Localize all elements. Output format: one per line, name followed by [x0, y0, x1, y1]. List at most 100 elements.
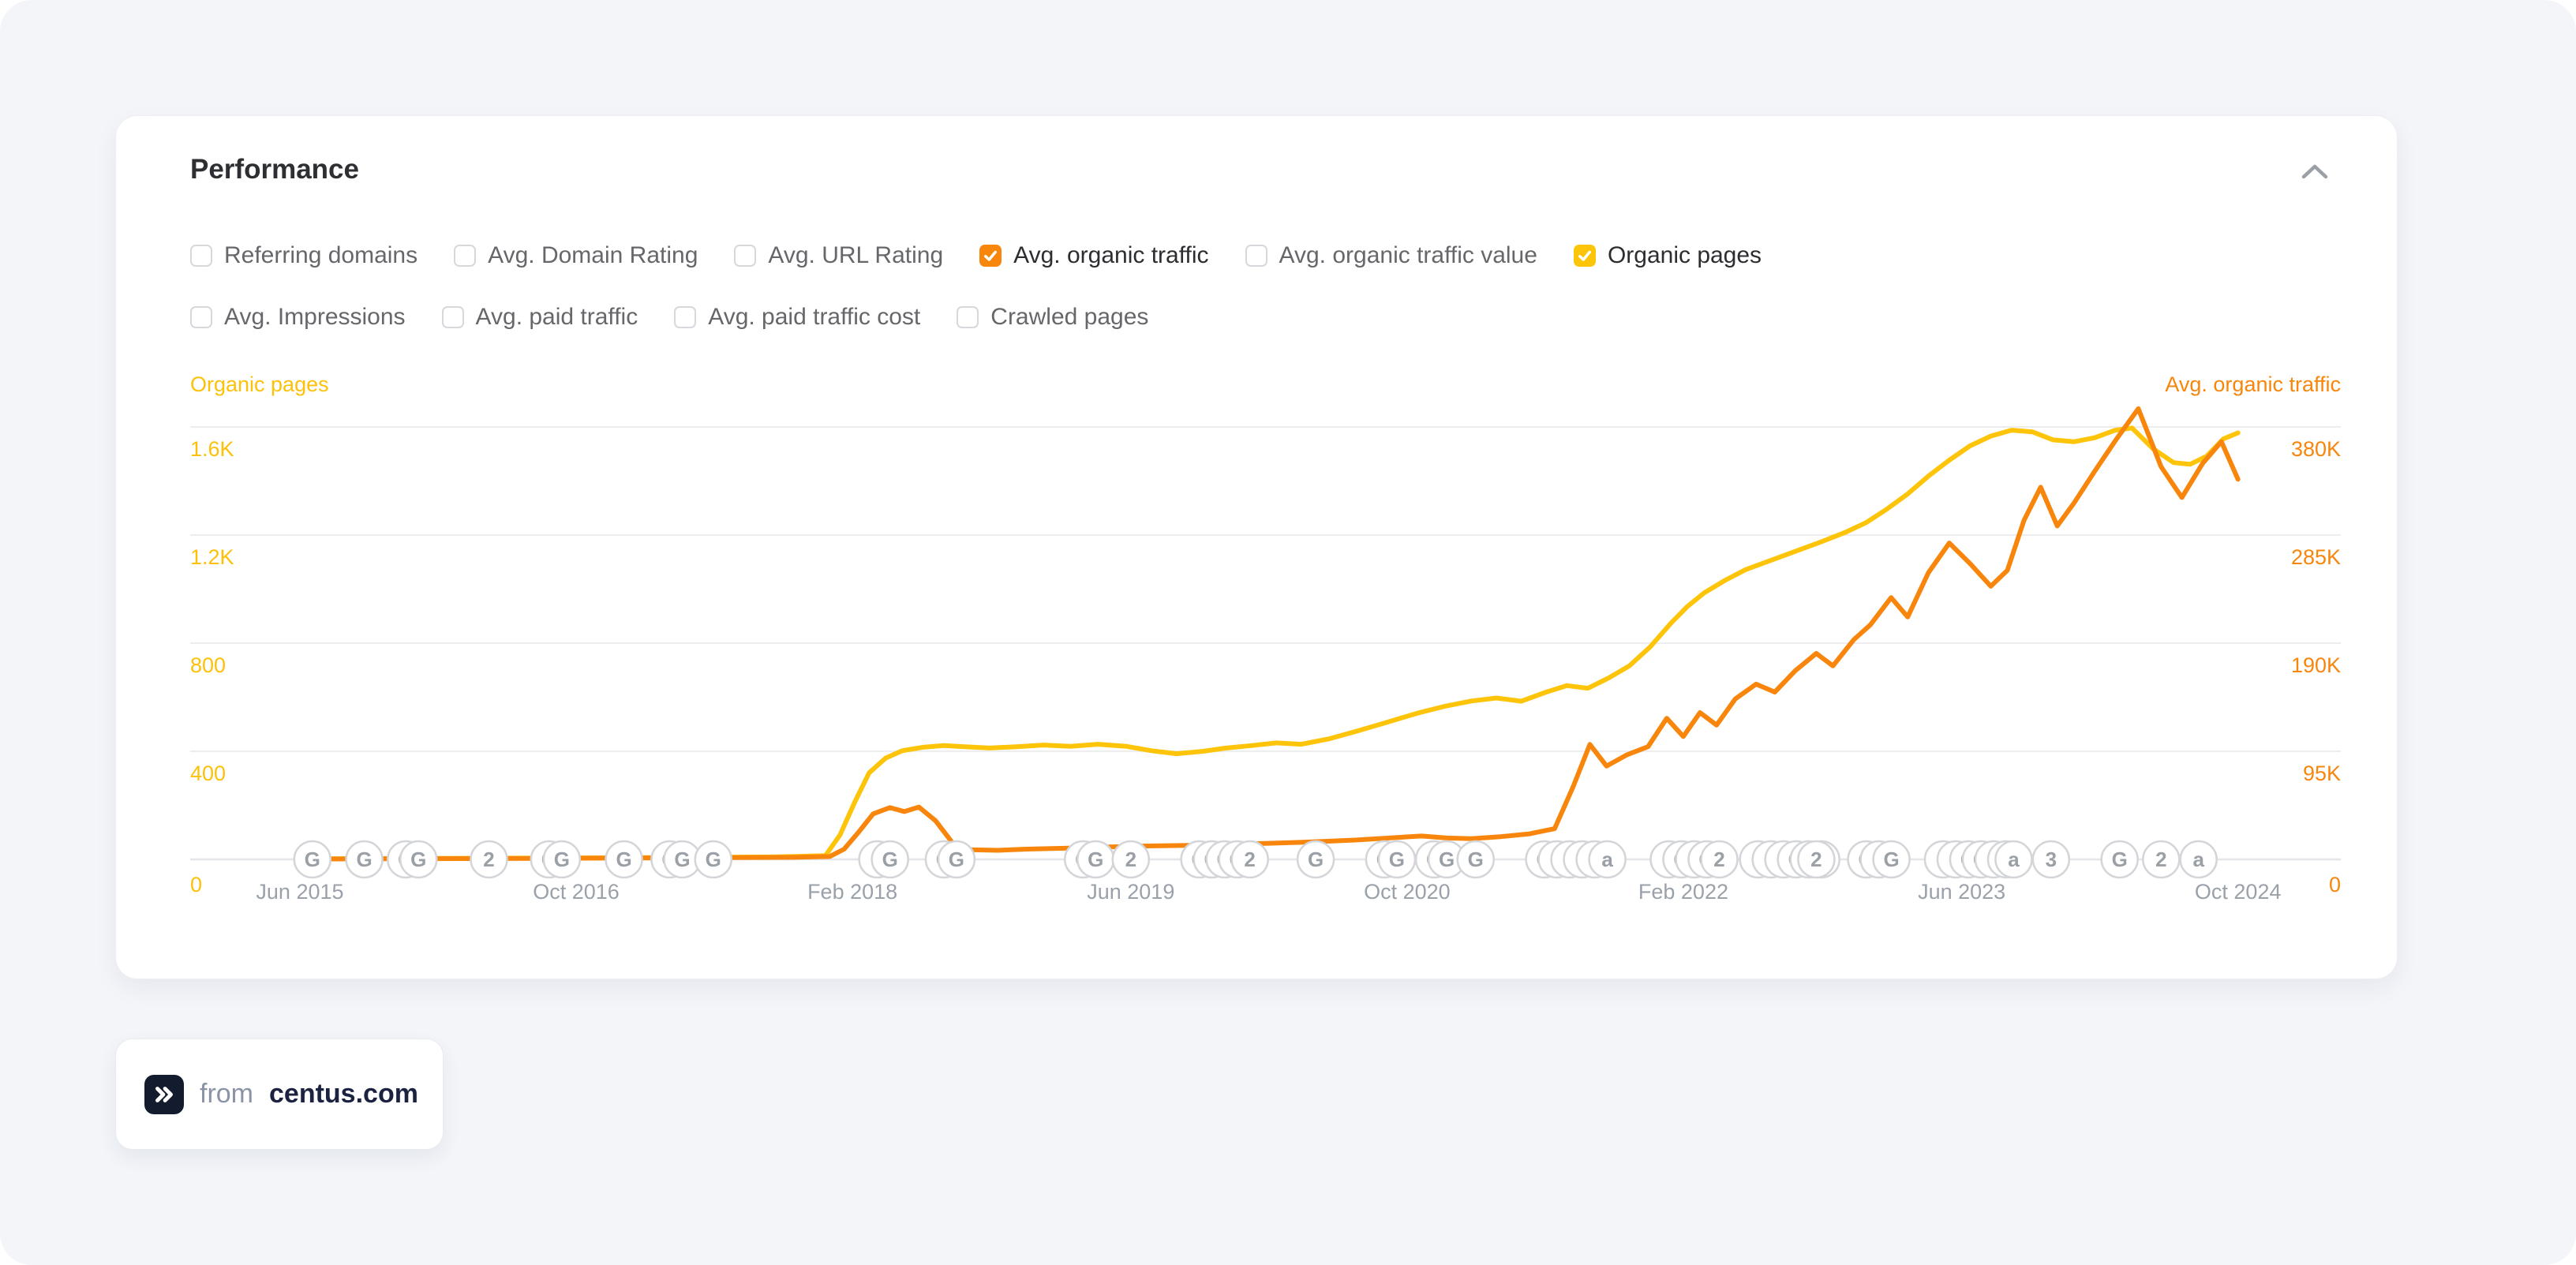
badge-letter: G — [1439, 848, 1455, 871]
checkbox-unchecked[interactable] — [957, 306, 979, 328]
google-update-badge[interactable]: G — [1377, 840, 1417, 879]
google-update-badge[interactable]: G — [1076, 840, 1115, 879]
badge-letter: G — [616, 848, 631, 871]
google-update-badge[interactable]: 3 — [2031, 840, 2071, 879]
metric-checkbox-referring-domains[interactable]: Referring domains — [190, 242, 417, 269]
metric-toggle-row-1: Referring domains Avg. Domain Rating Avg. … — [190, 236, 1762, 275]
metric-checkbox-organic-pages[interactable]: Organic pages — [1573, 242, 1762, 269]
google-update-badge[interactable]: 2 — [1111, 840, 1151, 879]
performance-card: Performance Referring domains Avg. Domain… — [115, 115, 2398, 979]
checkbox-unchecked[interactable] — [1245, 245, 1267, 267]
metric-checkbox-avg-domain-rating[interactable]: Avg. Domain Rating — [454, 242, 698, 269]
metric-label: Avg. organic traffic value — [1279, 242, 1537, 268]
checkbox-checked[interactable] — [1573, 245, 1596, 267]
performance-chart[interactable]: GGGG2GGGGGG2GGGGG2GGGG2GGGGGGGa522a3GaG2… — [190, 395, 2341, 932]
left-axis-title: Organic pages — [190, 372, 329, 396]
badge-letter: G — [949, 848, 964, 871]
collapse-panel-button[interactable] — [2297, 159, 2332, 187]
google-update-badge[interactable]: a — [1994, 840, 2033, 879]
metric-label: Referring domains — [224, 242, 418, 268]
panel-title: Performance — [190, 154, 359, 185]
right-axis-title: Avg. organic traffic — [2165, 372, 2341, 396]
badge-letter: 2 — [1810, 848, 1822, 871]
metric-checkbox-avg-paid-traffic-cost[interactable]: Avg. paid traffic cost — [674, 304, 920, 331]
google-update-badge[interactable]: 2 — [1797, 840, 1836, 879]
google-update-badge[interactable]: G — [345, 840, 384, 879]
google-update-badge[interactable]: G — [399, 840, 438, 879]
series-line-organic-pages — [298, 425, 2241, 862]
metric-checkbox-avg-impressions[interactable]: Avg. Impressions — [190, 304, 406, 331]
x-axis-label-oct-2024: Oct 2024 — [2194, 880, 2282, 904]
google-update-badge[interactable]: 2 — [1230, 840, 1269, 879]
x-axis-label-feb-2018: Feb 2018 — [807, 880, 898, 904]
badge-letter: G — [1088, 848, 1103, 871]
badge-letter: G — [1883, 848, 1899, 871]
checkbox-unchecked[interactable] — [441, 306, 464, 328]
x-axis-label-oct-2016: Oct 2016 — [533, 880, 620, 904]
metric-label: Avg. paid traffic cost — [708, 304, 921, 330]
checkbox-unchecked[interactable] — [190, 245, 212, 267]
badge-letter: 2 — [483, 848, 494, 871]
checkbox-unchecked[interactable] — [190, 306, 212, 328]
badge-letter: G — [305, 848, 320, 871]
source-domain: centus.com — [269, 1079, 418, 1109]
metric-checkbox-avg-url-rating[interactable]: Avg. URL Rating — [734, 242, 943, 269]
badge-letter: 2 — [1125, 848, 1136, 871]
right-axis-tick: 380K — [2290, 437, 2341, 461]
google-update-badge[interactable]: G — [293, 840, 332, 879]
google-update-badge[interactable]: G — [871, 840, 909, 879]
metric-checkbox-crawled-pages[interactable]: Crawled pages — [957, 304, 1148, 331]
axis-title-row: Organic pages Avg. organic traffic — [190, 372, 2341, 397]
google-update-badge[interactable]: G — [1296, 840, 1335, 879]
x-axis-label-jun-2015: Jun 2015 — [256, 880, 344, 904]
x-axis-label-oct-2020: Oct 2020 — [1364, 880, 1451, 904]
x-axis-label-jun-2019: Jun 2019 — [1087, 880, 1175, 904]
badge-letter: 2 — [1713, 848, 1724, 871]
metric-label: Organic pages — [1607, 242, 1762, 268]
checkbox-unchecked[interactable] — [734, 245, 757, 267]
metric-checkbox-avg-organic-traffic[interactable]: Avg. organic traffic — [979, 242, 1209, 269]
badge-letter: G — [356, 848, 372, 871]
right-axis-tick: 0 — [2328, 873, 2341, 896]
badge-letter: 3 — [2046, 848, 2057, 871]
source-prefix: from — [200, 1079, 253, 1109]
badge-letter: 2 — [2155, 848, 2166, 871]
badge-letter: G — [554, 848, 570, 871]
right-axis-tick: 95K — [2302, 762, 2341, 785]
x-axis-label-feb-2022: Feb 2022 — [1638, 880, 1728, 904]
google-update-badge[interactable]: G — [1872, 840, 1911, 879]
google-update-badge[interactable]: a — [2179, 840, 2218, 879]
checkbox-unchecked[interactable] — [454, 245, 477, 267]
badge-letter: a — [2192, 848, 2204, 871]
google-update-badge[interactable]: G — [605, 840, 643, 879]
check-icon — [984, 250, 998, 261]
chevron-up-icon — [2301, 164, 2328, 182]
badge-letter: G — [410, 848, 426, 871]
google-update-badge[interactable]: G — [937, 840, 976, 879]
google-update-badge[interactable]: a — [1588, 840, 1627, 879]
metric-toggle-row-2: Avg. Impressions Avg. paid traffic Avg. pa… — [190, 298, 1148, 337]
check-icon — [1578, 250, 1591, 261]
google-update-badge[interactable]: G — [694, 840, 733, 879]
google-update-badge[interactable]: 2 — [2142, 840, 2181, 879]
x-axis-label-jun-2023: Jun 2023 — [1918, 880, 2006, 904]
metric-label: Avg. paid traffic — [475, 304, 638, 330]
metric-label: Avg. Domain Rating — [488, 242, 698, 268]
metric-checkbox-avg-organic-traffic-value[interactable]: Avg. organic traffic value — [1245, 242, 1537, 269]
metric-label: Crawled pages — [990, 304, 1149, 330]
badge-letter: G — [1468, 848, 1484, 871]
left-axis-tick: 800 — [190, 653, 227, 677]
google-update-badge[interactable]: G — [1456, 840, 1495, 879]
checkbox-unchecked[interactable] — [674, 306, 697, 328]
metric-checkbox-avg-paid-traffic[interactable]: Avg. paid traffic — [441, 304, 638, 331]
google-update-badge[interactable]: G — [2100, 840, 2139, 879]
left-axis-tick: 0 — [190, 873, 203, 896]
checkbox-checked[interactable] — [979, 245, 1002, 267]
chart-canvas: GGGG2GGGGGG2GGGGG2GGGG2GGGGGGGa522a3GaG2… — [190, 406, 2341, 879]
google-update-badge[interactable]: G — [542, 840, 582, 879]
google-update-badge[interactable]: 2 — [1700, 840, 1739, 879]
metric-label: Avg. organic traffic — [1013, 242, 1209, 268]
source-attribution[interactable]: from centus.com — [115, 1039, 444, 1150]
google-update-badge[interactable]: 2 — [470, 840, 508, 879]
